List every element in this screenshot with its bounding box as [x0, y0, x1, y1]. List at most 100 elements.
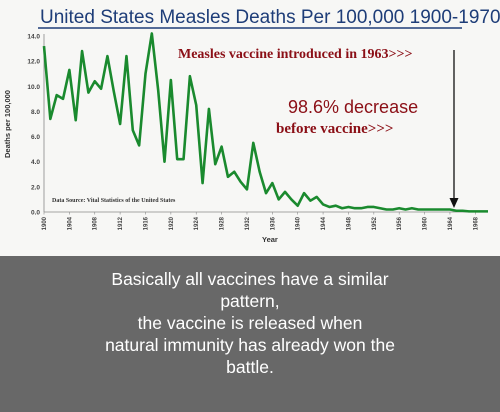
data-point — [87, 92, 89, 94]
data-point — [132, 129, 134, 131]
data-point — [487, 210, 489, 212]
data-point — [297, 205, 299, 207]
data-point — [379, 207, 381, 209]
data-point — [170, 79, 172, 81]
data-point — [347, 206, 349, 208]
annotation-vaccine-introduced: Measles vaccine introduced in 1963>>> — [178, 47, 412, 62]
x-tick-label: 1940 — [296, 216, 302, 230]
data-point — [417, 208, 419, 210]
data-point — [138, 144, 140, 146]
data-point — [56, 94, 58, 96]
data-point — [290, 198, 292, 200]
data-point — [392, 208, 394, 210]
series-line-measles-deaths — [42, 32, 488, 213]
y-tick-label: 12.0 — [27, 59, 40, 66]
data-point — [49, 118, 51, 120]
data-point — [341, 207, 343, 209]
data-point — [271, 182, 273, 184]
data-point — [430, 208, 432, 210]
annotation-decrease: 98.6% decrease — [288, 97, 418, 117]
data-point — [265, 192, 267, 194]
caption-line: battle. — [226, 357, 274, 377]
chart-panel: United States Measles Deaths Per 100,000… — [0, 0, 500, 256]
data-point — [259, 171, 261, 173]
data-point — [81, 50, 83, 52]
annotation-before-vaccine: before vaccine>>> — [276, 121, 393, 137]
data-point — [176, 158, 178, 160]
x-tick-label: 1912 — [118, 216, 124, 230]
data-point — [246, 188, 248, 190]
data-point — [208, 108, 210, 110]
data-point — [411, 207, 413, 209]
x-tick-label: 1908 — [93, 216, 99, 230]
data-point — [94, 80, 96, 82]
data-point — [75, 119, 77, 121]
data-point — [386, 208, 388, 210]
data-point — [462, 210, 464, 212]
x-axis-label: Year — [262, 235, 278, 244]
data-point — [278, 198, 280, 200]
data-point — [354, 207, 356, 209]
data-point — [221, 146, 223, 148]
caption-text: Basically all vaccines have a similar pa… — [40, 268, 460, 378]
data-point — [284, 191, 286, 193]
x-tick-label: 1968 — [473, 216, 479, 230]
data-point — [62, 98, 64, 100]
data-point — [366, 206, 368, 208]
y-tick-label: 8.0 — [31, 109, 40, 116]
data-point — [183, 158, 185, 160]
data-point — [106, 55, 108, 57]
x-tick-label: 1932 — [245, 216, 251, 230]
data-point — [157, 89, 159, 91]
data-point — [43, 45, 45, 47]
x-tick-label: 1916 — [143, 216, 149, 230]
data-point — [449, 208, 451, 210]
caption-line: natural immunity has already won the — [105, 335, 395, 355]
data-point — [119, 123, 121, 125]
caption-line: Basically all vaccines have a similar — [111, 269, 389, 289]
x-tick-label: 1960 — [423, 216, 429, 230]
data-point — [373, 206, 375, 208]
data-point — [303, 192, 305, 194]
data-point — [309, 200, 311, 202]
x-tick-label: 1936 — [270, 216, 276, 230]
data-point — [481, 210, 483, 212]
data-point — [125, 55, 127, 57]
data-point — [202, 182, 204, 184]
data-point — [240, 181, 242, 183]
data-point — [100, 88, 102, 90]
y-axis: 0.0 2.0 4.0 6.0 8.0 10.0 12.0 14.0 — [27, 34, 45, 217]
data-point — [455, 210, 457, 212]
x-tick-label: 1948 — [346, 216, 352, 230]
x-tick-label: 1920 — [169, 216, 175, 230]
y-tick-label: 6.0 — [31, 134, 40, 141]
data-point — [233, 171, 235, 173]
x-axis: 1900 1904 1908 1912 1916 1920 1924 1928 1932 1936… — [42, 211, 488, 230]
data-point — [195, 104, 197, 106]
data-point — [328, 206, 330, 208]
y-tick-label: 10.0 — [27, 84, 40, 91]
data-point — [214, 163, 216, 165]
data-point — [113, 90, 115, 92]
data-point — [227, 176, 229, 178]
caption-panel: Basically all vaccines have a similar pa… — [0, 256, 500, 412]
x-tick-label: 1964 — [448, 216, 454, 230]
x-tick-label: 1944 — [321, 216, 327, 230]
y-tick-label: 0.0 — [31, 210, 40, 217]
data-point — [316, 196, 318, 198]
y-tick-label: 2.0 — [31, 184, 40, 191]
x-tick-label: 1924 — [194, 216, 200, 230]
caption-line: the vaccine is released when — [137, 313, 363, 333]
y-axis-label: Deaths per 100,000 — [3, 90, 12, 158]
y-tick-label: 14.0 — [27, 34, 40, 41]
x-tick-label: 1956 — [397, 216, 403, 230]
data-point — [424, 208, 426, 210]
data-point — [335, 205, 337, 207]
x-tick-label: 1928 — [220, 216, 226, 230]
data-point — [252, 142, 254, 144]
data-point — [68, 69, 70, 71]
data-point — [398, 207, 400, 209]
data-point — [189, 75, 191, 77]
data-point — [474, 210, 476, 212]
caption-line: pattern, — [220, 291, 280, 311]
